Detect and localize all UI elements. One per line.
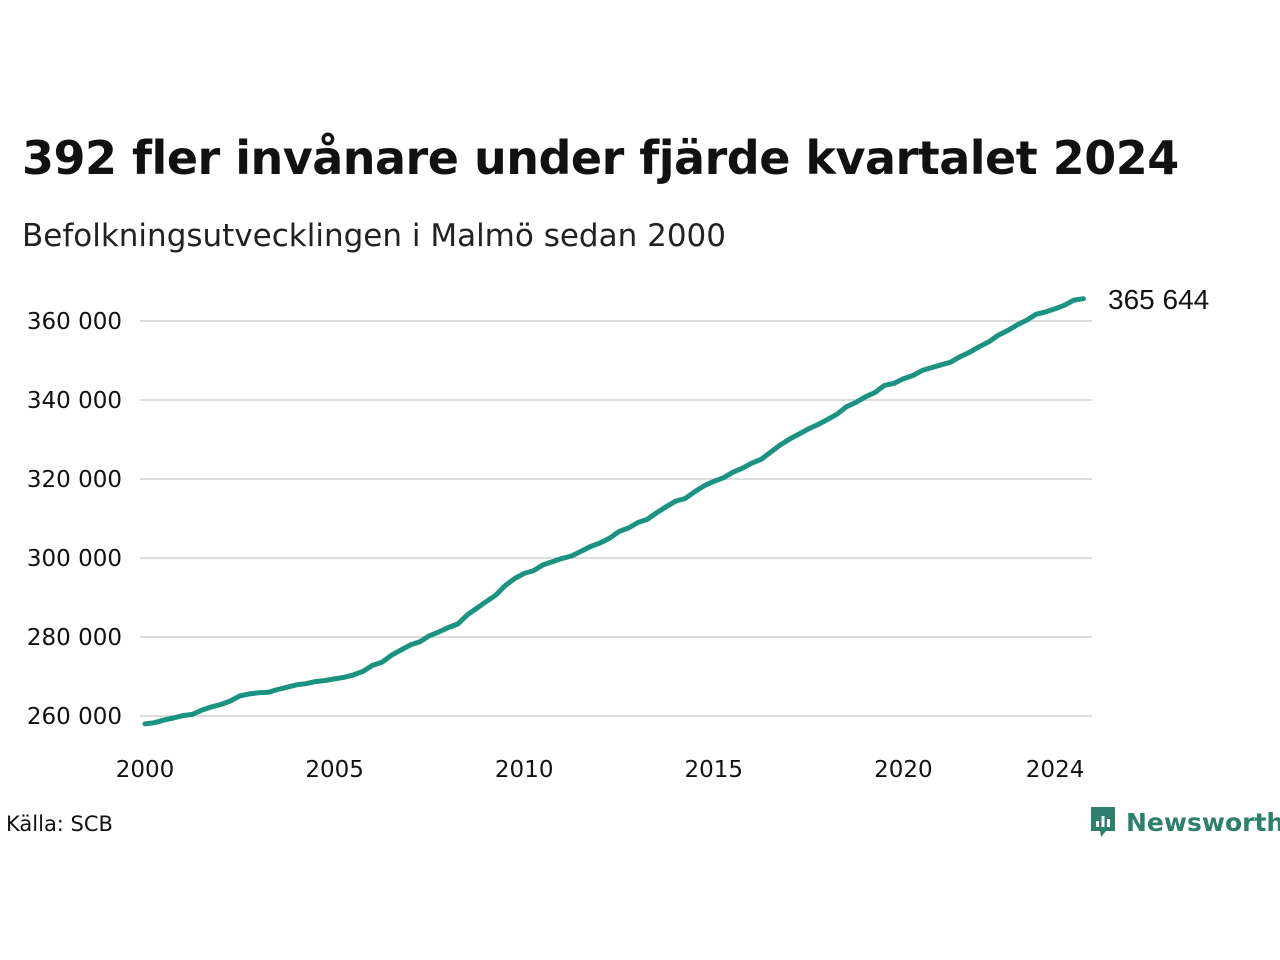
source-note: Källa: SCB <box>6 812 113 836</box>
y-tick-label: 340 000 <box>27 388 122 414</box>
y-tick-label: 360 000 <box>27 309 122 335</box>
y-tick-label: 320 000 <box>27 467 122 493</box>
chart-title: 392 fler invånare under fjärde kvartalet… <box>22 131 1179 185</box>
newsworthy-chart-bubble-icon <box>1091 807 1115 837</box>
x-tick-label: 2005 <box>305 757 364 783</box>
x-tick-label: 2024 <box>1026 757 1085 783</box>
x-tick-label: 2020 <box>874 757 933 783</box>
x-tick-label: 2010 <box>495 757 554 783</box>
series-group <box>142 296 1086 727</box>
end-value-label: 365 644 <box>1108 284 1209 315</box>
y-axis-tick-labels: 260 000 280 000 300 000 320 000 340 000 360 0… <box>27 309 122 730</box>
gridlines <box>140 320 1092 717</box>
x-axis-tick-labels: 2000 2005 2010 2015 2020 2024 <box>116 757 1085 783</box>
y-tick-label: 300 000 <box>27 546 122 572</box>
x-tick-label: 2000 <box>116 757 175 783</box>
brand-logo: Newsworthy <box>1088 802 1280 842</box>
y-tick-label: 260 000 <box>27 704 122 730</box>
brand-name: Newsworthy <box>1126 807 1280 837</box>
line-chart: 260 000 280 000 300 000 320 000 340 000 360 0… <box>27 284 1209 783</box>
y-tick-label: 280 000 <box>27 625 122 651</box>
x-tick-label: 2015 <box>685 757 744 783</box>
series-line <box>142 296 1086 727</box>
chart-subtitle: Befolkningsutvecklingen i Malmö sedan 20… <box>22 218 726 254</box>
